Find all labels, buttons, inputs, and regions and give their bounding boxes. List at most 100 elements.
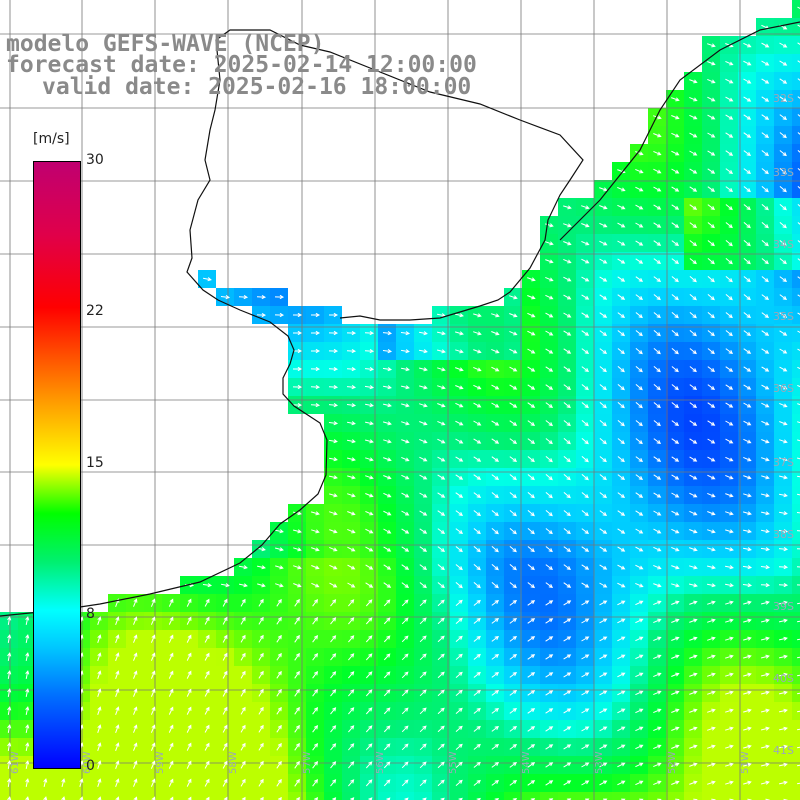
wind-arrow (437, 367, 446, 372)
wind-arrow (509, 564, 517, 571)
wind-arrow (97, 742, 102, 751)
wind-arrow (761, 96, 770, 102)
wind-arrow (473, 420, 482, 426)
wind-arrow (742, 529, 752, 534)
wind-arrow (115, 670, 120, 679)
wind-arrow (653, 474, 662, 480)
wind-arrow (25, 742, 30, 752)
wind-arrow (222, 778, 228, 787)
wind-arrow (97, 796, 102, 800)
wind-arrow (383, 671, 391, 679)
wind-arrow (671, 528, 680, 534)
wind-arrow (455, 725, 463, 732)
wind-arrow (382, 367, 393, 372)
wind-arrow (274, 312, 285, 318)
wind-arrow (581, 348, 590, 355)
wind-arrow (635, 204, 644, 210)
wind-arrow (797, 276, 800, 279)
wind-arrow (348, 761, 355, 769)
wind-arrow (743, 258, 751, 265)
wind-cell (108, 792, 126, 800)
wind-arrow (150, 742, 156, 751)
wind-arrow (760, 547, 771, 552)
wind-arrow (419, 456, 428, 462)
wind-arrow (653, 654, 662, 660)
wind-arrow (671, 744, 680, 749)
wind-cell (360, 792, 378, 800)
wind-arrow (350, 797, 355, 800)
wind-arrow (293, 583, 302, 588)
wind-arrow (204, 688, 210, 697)
wind-arrow (186, 652, 192, 661)
wind-arrow (689, 744, 698, 749)
wind-arrow (437, 528, 446, 535)
wind-arrow (293, 366, 303, 372)
wind-arrow (779, 330, 788, 336)
wind-cell (792, 576, 800, 594)
wind-arrow (725, 402, 734, 408)
wind-arrow (97, 706, 102, 715)
wind-arrow (635, 654, 644, 660)
wind-arrow (527, 366, 536, 372)
wind-arrow (419, 761, 427, 769)
wind-arrow (671, 780, 680, 785)
wind-arrow (401, 528, 410, 534)
wind-arrow (168, 670, 174, 679)
wind-arrow (401, 546, 410, 552)
wind-arrow (240, 760, 246, 769)
wind-arrow (312, 706, 319, 715)
wind-arrow (419, 779, 427, 787)
wind-arrow (276, 598, 282, 607)
wind-arrow (545, 762, 554, 768)
wind-arrow (689, 384, 698, 391)
wind-arrow (796, 656, 800, 659)
wind-arrow (779, 402, 788, 408)
wind-arrow (401, 689, 409, 697)
wind-cell (792, 54, 800, 72)
wind-arrow (437, 707, 445, 715)
wind-arrow (671, 204, 680, 210)
wind-arrow (599, 420, 607, 427)
wind-arrow (581, 708, 590, 714)
wind-arrow (671, 492, 680, 498)
wind-arrow (743, 780, 752, 785)
wind-arrow (204, 616, 210, 625)
wind-arrow (725, 96, 734, 102)
wind-arrow (455, 779, 463, 786)
wind-arrow (491, 348, 500, 354)
wind-arrow (760, 690, 770, 695)
wind-arrow (689, 366, 697, 373)
wind-arrow (419, 474, 428, 480)
wind-cell (792, 126, 800, 144)
wind-arrow (779, 294, 788, 301)
wind-arrow (635, 438, 643, 445)
wind-arrow (240, 652, 246, 661)
wind-arrow (689, 600, 698, 605)
wind-arrow (168, 742, 174, 751)
wind-arrow (150, 598, 156, 607)
wind-arrow (779, 222, 787, 229)
wind-arrow (276, 670, 282, 679)
wind-arrow (365, 689, 373, 697)
wind-arrow (707, 600, 716, 605)
wind-arrow (168, 616, 174, 625)
wind-arrow (599, 762, 608, 768)
wind-arrow (383, 439, 392, 444)
wind-arrow (563, 654, 572, 660)
wind-arrow (725, 672, 734, 677)
wind-arrow (436, 331, 446, 336)
wind-cell (792, 450, 800, 468)
wind-arrow (133, 760, 138, 769)
wind-arrow (743, 726, 752, 731)
wind-arrow (761, 312, 770, 319)
wind-arrow (491, 582, 499, 589)
wind-arrow (491, 564, 499, 571)
wind-cell (0, 792, 18, 800)
wind-arrow (365, 617, 373, 625)
wind-arrow (617, 294, 626, 300)
wind-arrow (653, 168, 662, 174)
wind-cell (540, 792, 558, 800)
wind-arrow (25, 616, 30, 626)
wind-arrow (328, 475, 338, 480)
